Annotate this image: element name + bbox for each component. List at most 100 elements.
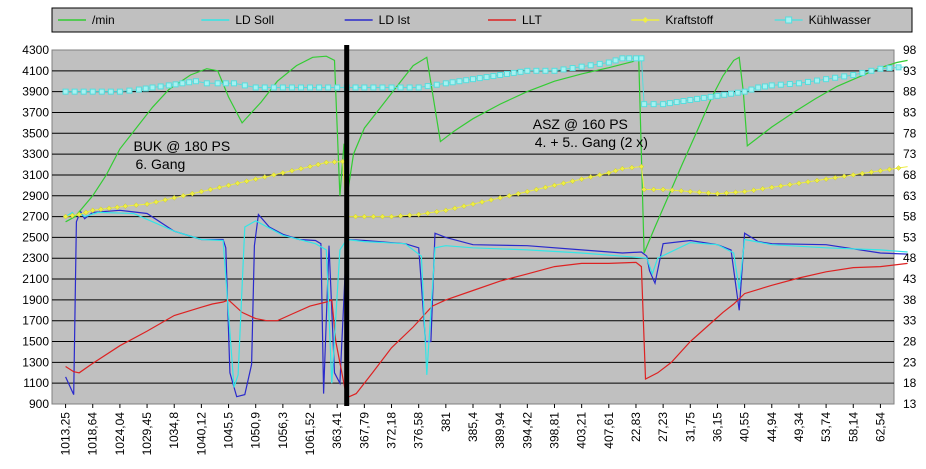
- series--min: [65, 55, 908, 254]
- data-point: [252, 176, 259, 182]
- data-point: [179, 80, 186, 87]
- x-tick-label: 1018,64: [86, 412, 100, 456]
- y-right-tick-label: 78: [903, 126, 917, 140]
- y-left-tick-label: 1500: [22, 335, 49, 349]
- data-point: [157, 83, 164, 90]
- y-left-tick-label: 3500: [22, 126, 49, 140]
- data-point: [452, 205, 458, 212]
- data-point: [442, 80, 449, 87]
- data-point: [62, 213, 69, 220]
- y-right-tick-label: 48: [903, 251, 917, 265]
- data-point: [596, 60, 603, 67]
- data-point: [877, 65, 884, 72]
- data-point: [510, 69, 517, 76]
- data-point: [660, 186, 666, 193]
- data-point: [778, 183, 784, 189]
- data-point: [886, 65, 893, 72]
- y-left-tick-label: 3100: [22, 168, 49, 182]
- data-point: [596, 172, 603, 178]
- data-point: [424, 210, 431, 216]
- data-point: [323, 159, 330, 166]
- data-point: [261, 174, 268, 180]
- data-point: [524, 188, 531, 195]
- data-point: [243, 178, 250, 184]
- data-point: [832, 74, 839, 81]
- data-point: [678, 188, 685, 194]
- x-tick-label: 1040,12: [194, 412, 208, 456]
- x-tick-label: 49,34: [792, 412, 806, 442]
- right-axis-ticks: 13 18 23 28 33 38 43 48 53 58 63 68 73 78 83 88 93 98: [903, 43, 917, 411]
- x-axis-ticks: 1013,25 1018,64 1024,04 1029,45 1034,8 1040,1…: [59, 404, 887, 456]
- data-point: [89, 88, 96, 95]
- data-point: [463, 77, 470, 84]
- x-tick-label: 36,15: [710, 412, 724, 442]
- data-point: [142, 85, 149, 92]
- annotation-line: 4. + 5.. Gang (2 x): [535, 134, 648, 150]
- data-point: [162, 197, 168, 203]
- data-point: [171, 195, 178, 201]
- data-point: [230, 80, 237, 87]
- series-k-hlwasser: [62, 55, 908, 108]
- data-point: [433, 81, 440, 88]
- legend-label: LD Ist: [379, 13, 411, 27]
- data-point: [83, 209, 89, 216]
- data-point: [632, 55, 639, 62]
- data-point: [841, 173, 847, 180]
- x-tick-label: 1050,9: [249, 412, 263, 449]
- series-line: [65, 55, 908, 254]
- data-point: [406, 212, 413, 218]
- x-tick-label: 1029,45: [140, 412, 154, 456]
- data-point: [135, 86, 142, 93]
- data-point: [850, 71, 857, 78]
- x-tick-label: 367,79: [357, 412, 371, 449]
- x-tick-label: 22,83: [629, 412, 643, 442]
- x-tick-label: 363,41: [330, 412, 344, 449]
- data-point: [768, 82, 775, 89]
- data-point: [149, 84, 156, 91]
- y-right-tick-label: 98: [903, 43, 917, 57]
- data-point: [728, 90, 735, 97]
- data-point: [488, 197, 494, 203]
- data-point: [397, 84, 404, 91]
- legend: /min LD Soll LD Ist LLT Kraftstoff Kühlwasser: [51, 7, 913, 33]
- data-point: [315, 161, 321, 168]
- y-left-tick-label: 900: [29, 397, 49, 411]
- legend-item: Kühlwasser: [774, 13, 871, 27]
- legend-item: Kraftstoff: [631, 13, 714, 27]
- data-point: [325, 84, 332, 91]
- data-point: [832, 174, 838, 181]
- legend-marker: [642, 17, 649, 23]
- x-tick-label: 53,74: [819, 412, 833, 442]
- x-tick-label: 407,61: [602, 412, 616, 449]
- legend-item: LLT: [488, 13, 542, 27]
- data-point: [225, 182, 232, 189]
- data-point: [261, 84, 268, 91]
- data-point: [456, 78, 463, 85]
- data-point: [841, 73, 848, 80]
- data-point: [741, 188, 748, 195]
- series-layer: [62, 55, 908, 399]
- legend-label: LLT: [522, 13, 542, 27]
- data-point: [660, 101, 667, 108]
- data-point: [551, 67, 558, 74]
- data-point: [222, 80, 229, 87]
- data-point: [569, 178, 576, 184]
- data-point: [629, 164, 635, 171]
- x-tick-label: 403,21: [575, 412, 589, 449]
- data-point: [750, 187, 757, 193]
- data-point: [723, 190, 730, 196]
- data-point: [180, 192, 187, 199]
- data-point: [696, 189, 703, 196]
- y-right-tick-label: 68: [903, 168, 917, 182]
- data-point: [714, 92, 721, 99]
- data-point: [787, 181, 793, 188]
- data-point: [619, 55, 626, 62]
- data-point: [370, 84, 377, 91]
- x-tick-label: 385,4: [466, 412, 480, 442]
- y-right-tick-label: 83: [903, 105, 917, 119]
- x-tick-label: 1024,04: [113, 412, 127, 456]
- data-point: [517, 68, 524, 75]
- y-left-tick-label: 4100: [22, 64, 49, 78]
- data-point: [198, 188, 205, 195]
